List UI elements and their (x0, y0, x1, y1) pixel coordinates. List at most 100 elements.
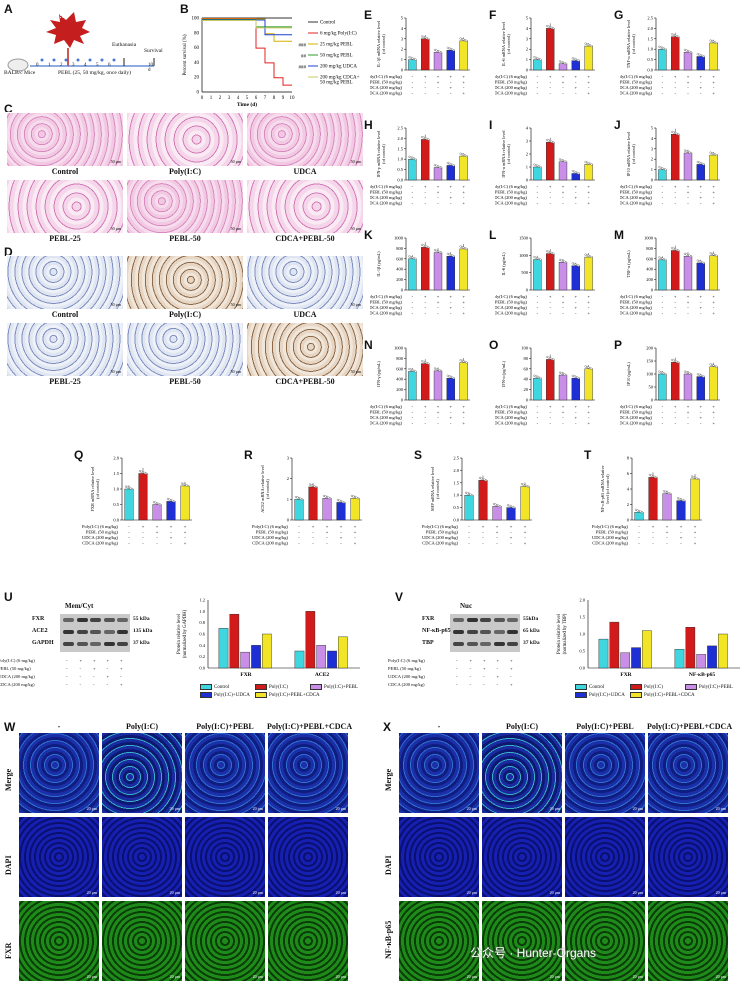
scale-bar-label: 50 µm (110, 159, 121, 164)
y-tick-label: 0 (526, 68, 529, 73)
treatment-sign: - (469, 682, 472, 687)
y-tick-label: 2.0 (579, 598, 585, 603)
treatment-sign: - (575, 421, 577, 426)
row-label: FXR (4, 942, 13, 959)
series-line (202, 18, 292, 86)
treatment-sign: - (66, 666, 68, 671)
y-tick-label: 100 (192, 17, 200, 22)
treatment-sign: - (652, 535, 654, 540)
bar (433, 52, 443, 71)
data-point (414, 257, 417, 260)
data-point (414, 58, 417, 61)
treatment-sign: - (437, 201, 439, 206)
column-label: - (57, 722, 61, 731)
y-tick-label: 5 (651, 126, 654, 131)
legend-swatch (630, 692, 642, 698)
treatment-sign: - (666, 541, 668, 546)
treatment-sign: + (712, 421, 715, 426)
treatment-sign: + (79, 658, 83, 663)
blot-band (480, 642, 491, 646)
timeline-day: 0 (36, 63, 39, 68)
if-image: 20 µm (184, 900, 266, 982)
treatment-sign: - (510, 530, 512, 535)
treatment-sign: + (694, 524, 697, 529)
treatment-sign: - (412, 311, 414, 316)
blot-band (453, 642, 464, 646)
group-label: ACE2 (315, 672, 330, 678)
bar (138, 473, 148, 521)
treatment-row-label: UDCA (200 mg/kg) (422, 535, 459, 540)
if-image: 20 µm (398, 900, 480, 982)
treatment-sign: - (575, 201, 577, 206)
treatment-sign: + (587, 184, 590, 189)
treatment-sign: + (424, 294, 427, 299)
treatment-sign: + (496, 530, 499, 535)
treatment-sign: - (312, 535, 314, 540)
y-axis-label: (of control) (265, 479, 270, 499)
image-caption: CDCA+PEBL-50 (275, 377, 335, 386)
blot-band (453, 618, 464, 622)
y-tick-label: 1.0 (199, 609, 205, 614)
bar (464, 495, 474, 521)
treatment-row-label: PEBL (50 mg/kg) (495, 80, 527, 85)
data-point (144, 472, 148, 475)
blot-band (90, 642, 101, 646)
bar (336, 502, 346, 521)
bar (446, 377, 455, 401)
treatment-row-label: Poly(I:C) (6 mg/kg) (0, 658, 35, 663)
ihc-image: 50 µm (246, 322, 364, 377)
treatment-sign: + (587, 74, 590, 79)
treatment-sign: + (562, 300, 565, 305)
image-caption: CDCA+PEBL-50 (275, 234, 335, 243)
treatment-row-label: PEBL (50 mg/kg) (370, 80, 402, 85)
scale-bar-label: 20 µm (169, 974, 180, 979)
y-tick-label: 200 (646, 277, 654, 282)
image-caption: PEBL-25 (49, 234, 81, 243)
he-image: 50 µm (126, 179, 244, 234)
treatment-sign: + (170, 524, 173, 529)
treatment-sign: - (424, 305, 426, 310)
treatment-sign: + (437, 80, 440, 85)
legend-label: 50 mg/kg PEBL (320, 81, 353, 86)
treatment-sign: - (298, 535, 300, 540)
y-tick-label: 80 (194, 31, 200, 36)
y-tick-label: 400 (646, 267, 654, 272)
x-tick-label: 0 (201, 96, 204, 101)
data-point (564, 160, 568, 163)
data-point (702, 261, 705, 265)
treatment-row-label: PEBL (50 mg/kg) (388, 666, 421, 671)
blot-band (507, 630, 518, 634)
y-tick-label: 2 (287, 476, 289, 481)
treatment-sign: + (424, 184, 427, 189)
treatment-sign: + (462, 421, 465, 426)
panel-label-w: W (4, 720, 16, 734)
if-image: 20 µm (18, 816, 100, 898)
treatment-sign: + (687, 410, 690, 415)
row-label: DAPI (384, 855, 393, 875)
legend-label: 50 mg/kg PEBL (320, 54, 353, 59)
treatment-row-label: Poly(I:C) (6 mg/kg) (495, 294, 527, 299)
image-caption: PEBL-25 (49, 377, 81, 386)
scale-bar-label: 50 µm (350, 226, 361, 231)
y-tick-label: 0.0 (579, 666, 585, 671)
treatment-sign: + (120, 658, 123, 663)
treatment-sign: + (450, 74, 453, 79)
treatment-sign: - (424, 85, 426, 90)
blot-kda-label: 55 kDa (133, 616, 150, 622)
bar (459, 40, 468, 71)
panel-label-o: O (489, 338, 499, 352)
data-point (590, 367, 593, 370)
significance-mark: ### (299, 66, 307, 71)
treatment-sign: - (142, 541, 144, 546)
treatment-sign: + (587, 300, 590, 305)
treatment-sign: - (326, 535, 328, 540)
treatment-sign: + (587, 294, 590, 299)
v-blot-title: Nuc (460, 602, 473, 610)
treatment-sign: - (170, 530, 172, 535)
treatment-row-label: UDCA (200 mg/kg) (592, 535, 629, 540)
treatment-sign: - (687, 85, 689, 90)
legend-swatch (310, 684, 322, 690)
data-point (427, 362, 430, 365)
bar (685, 627, 696, 669)
treatment-sign: - (450, 80, 452, 85)
